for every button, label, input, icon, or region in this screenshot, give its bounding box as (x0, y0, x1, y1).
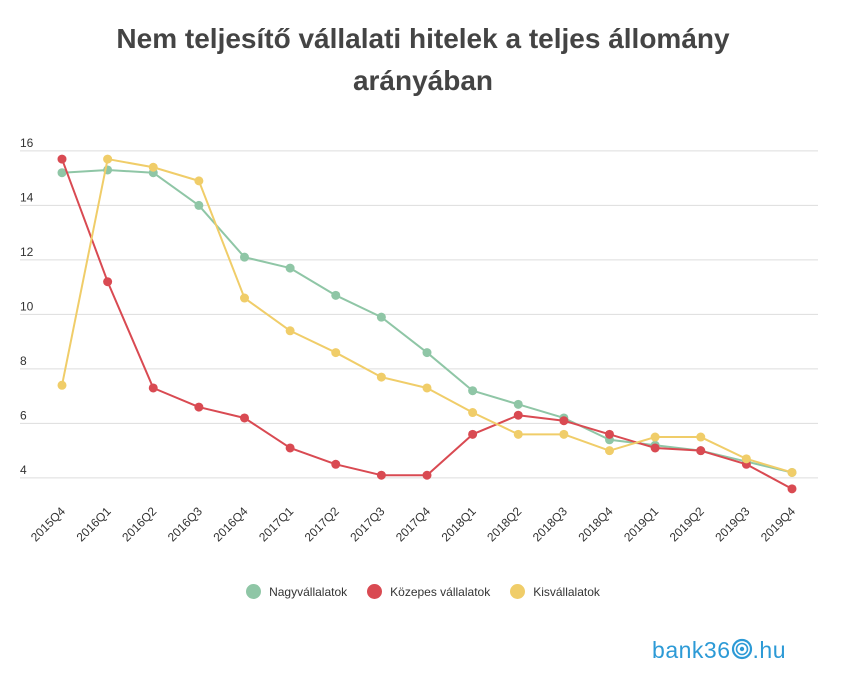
chart-title-line-2: arányában (352, 65, 494, 96)
data-point (513, 399, 523, 409)
series-line (61, 168, 793, 474)
x-tick-label: 2017Q3 (347, 504, 387, 544)
data-point (559, 429, 569, 439)
y-tick-label: 4 (20, 463, 27, 477)
data-point (331, 290, 341, 300)
data-point (559, 416, 569, 426)
series-line (61, 158, 793, 474)
y-tick-label: 12 (20, 245, 34, 259)
data-point (513, 410, 523, 420)
data-point (285, 326, 295, 336)
y-tick-label: 6 (20, 408, 27, 422)
data-point (376, 372, 386, 382)
data-point (331, 348, 341, 358)
data-point (194, 402, 204, 412)
legend-item: Közepes vállalatok (367, 584, 490, 599)
x-tick-label: 2016Q3 (165, 504, 205, 544)
data-point (787, 484, 797, 494)
data-point (376, 312, 386, 322)
spiral-icon (731, 638, 753, 666)
data-point (285, 443, 295, 453)
data-point (376, 470, 386, 480)
x-tick-label: 2019Q3 (712, 504, 752, 544)
x-tick-label: 2018Q3 (530, 504, 570, 544)
chart-title: Nem teljesítő vállalati hitelek a teljes… (0, 18, 846, 102)
x-tick-label: 2017Q1 (256, 504, 296, 544)
x-tick-label: 2016Q1 (74, 504, 114, 544)
data-point (57, 168, 67, 178)
series-2 (57, 154, 797, 494)
legend-label: Közepes vállalatok (390, 584, 491, 599)
x-tick-label: 2017Q2 (302, 504, 342, 544)
data-point (787, 467, 797, 477)
legend-swatch (510, 584, 526, 599)
data-point (148, 162, 158, 172)
brand-logo: bank36 .hu (652, 636, 786, 664)
legend-item: Nagyvállalatok (246, 584, 347, 599)
x-tick-label: 2019Q2 (667, 504, 707, 544)
x-tick-label: 2018Q1 (439, 504, 479, 544)
data-point (696, 446, 706, 456)
x-tick-label: 2016Q2 (119, 504, 159, 544)
data-point (650, 443, 660, 453)
x-tick-label: 2019Q1 (621, 504, 661, 544)
series-3 (57, 154, 797, 477)
data-point (468, 408, 478, 418)
y-tick-label: 8 (20, 354, 27, 368)
x-axis: 2015Q4 2016Q1 2016Q2 2016Q3 2016Q4 2017Q1 2017… (28, 504, 798, 544)
data-point (605, 446, 614, 456)
data-point (103, 277, 113, 287)
data-point (605, 429, 614, 439)
data-point (148, 383, 158, 393)
series-1 (57, 165, 797, 477)
y-axis: 4 6 8 10 12 14 16 (20, 136, 34, 477)
x-tick-label: 2019Q4 (758, 504, 798, 544)
series-line (61, 158, 793, 490)
data-point (513, 429, 523, 439)
data-point (57, 154, 67, 164)
legend-item: Kisvállalatok (510, 584, 600, 599)
data-point (194, 200, 204, 210)
data-point (240, 293, 249, 303)
data-point (696, 432, 706, 442)
data-point (57, 380, 67, 390)
data-point (240, 413, 249, 423)
brand-logo-text-right: .hu (752, 637, 786, 663)
x-tick-label: 2018Q4 (576, 504, 616, 544)
x-tick-label: 2016Q4 (211, 504, 251, 544)
legend-label: Nagyvállalatok (269, 584, 348, 599)
data-point (331, 459, 341, 469)
legend-swatch (367, 584, 383, 599)
data-point (285, 263, 295, 273)
legend-swatch (246, 584, 262, 599)
data-point (468, 429, 478, 439)
gridlines (20, 150, 818, 479)
data-point (468, 386, 478, 396)
legend: Nagyvállalatok Közepes vállalatok Kisválla… (0, 584, 846, 599)
y-tick-label: 14 (20, 190, 34, 204)
x-tick-label: 2018Q2 (484, 504, 524, 544)
data-point (422, 470, 432, 480)
data-point (194, 176, 204, 186)
y-tick-label: 16 (20, 136, 34, 150)
data-point (240, 252, 249, 262)
x-tick-label: 2015Q4 (28, 504, 68, 544)
chart-title-line-1: Nem teljesítő vállalati hitelek a teljes… (116, 23, 730, 54)
series-group (57, 154, 797, 494)
data-point (650, 432, 660, 442)
data-point (741, 454, 751, 464)
data-point (422, 383, 432, 393)
brand-logo-text-left: bank36 (652, 637, 731, 663)
x-tick-label: 2017Q4 (393, 504, 433, 544)
data-point (103, 154, 113, 164)
y-tick-label: 10 (20, 299, 34, 313)
legend-label: Kisvállalatok (533, 584, 600, 599)
data-point (422, 348, 432, 358)
